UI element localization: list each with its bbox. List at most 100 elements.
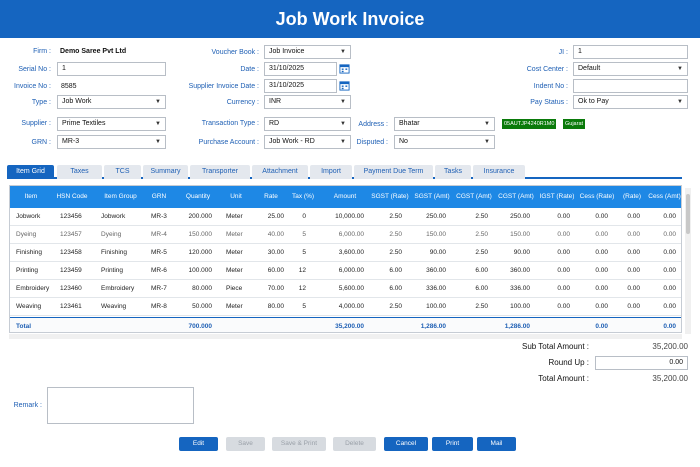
column-header[interactable]: Unit [230, 193, 242, 200]
transaction-type-value: RD [269, 120, 280, 127]
currency-select[interactable]: INR [264, 95, 351, 109]
firm-label: Firm : [33, 48, 51, 55]
serial-no-input[interactable]: 1 [57, 62, 166, 76]
table-row[interactable]: Embroidery 123460 Embroidery MR-7 80.000… [10, 280, 681, 298]
grid-vertical-scrollbar[interactable] [685, 188, 691, 334]
pay-status-select[interactable]: Ok to Pay [573, 95, 688, 109]
cell-hsn: 123460 [60, 285, 82, 292]
indent-no-input[interactable] [573, 79, 688, 93]
scrollbar-thumb[interactable] [686, 194, 690, 234]
column-header[interactable]: IGST (Rate) [539, 193, 575, 200]
calendar-icon[interactable] [339, 63, 350, 74]
cell-item: Finishing [16, 249, 43, 256]
cell-rate-extra: 0.00 [627, 267, 640, 274]
total-quantity: 700.000 [188, 323, 213, 330]
voucher-book-value: Job Invoice [269, 48, 305, 55]
total-cgst-amt: 1,286.00 [504, 323, 530, 330]
supplier-invoice-date-input[interactable]: 31/10/2025 [264, 79, 337, 93]
table-row[interactable]: Jobwork 123456 Jobwork MR-3 200.000 Mete… [10, 208, 681, 226]
cell-tax: 5 [302, 231, 306, 238]
column-header[interactable]: Cess (Rate) [579, 193, 615, 200]
tab-taxes[interactable]: Taxes [57, 165, 102, 179]
column-header[interactable]: SGST (Rate) [371, 193, 409, 200]
grn-value: MR-3 [62, 138, 80, 145]
column-header[interactable]: SGST (Amt) [414, 193, 450, 200]
tab-tasks[interactable]: Tasks [435, 165, 471, 179]
disputed-select[interactable]: No [394, 135, 495, 149]
column-header[interactable]: (Rate) [622, 193, 642, 200]
cell-cess-rate: 0.00 [595, 267, 608, 274]
cell-cgst-rate: 2.50 [475, 249, 488, 256]
tab-import[interactable]: Import [310, 165, 352, 179]
table-row[interactable]: Dyeing 123457 Dyeing MR-4 150.000 Meter … [10, 226, 681, 244]
delete-button[interactable]: Delete [333, 437, 376, 451]
cost-center-label: Cost Center : [526, 66, 568, 73]
save-print-button[interactable]: Save & Print [272, 437, 326, 451]
save-button[interactable]: Save [226, 437, 265, 451]
tab-summary[interactable]: Summary [143, 165, 188, 179]
cell-rate-extra: 0.00 [627, 285, 640, 292]
cell-rate-extra: 0.00 [627, 231, 640, 238]
grn-select[interactable]: MR-3 [57, 135, 166, 149]
date-input[interactable]: 31/10/2025 [264, 62, 337, 76]
round-up-input[interactable]: 0.00 [595, 356, 688, 370]
table-row[interactable]: Weaving 123461 Weaving MR-8 50.000 Meter… [10, 298, 681, 316]
voucher-book-select[interactable]: Job Invoice [264, 45, 351, 59]
table-row[interactable]: Printing 123459 Printing MR-6 100.000 Me… [10, 262, 681, 280]
total-amount: 35,200.00 [335, 323, 364, 330]
tab-tcs[interactable]: TCS [104, 165, 141, 179]
cell-unit: Meter [226, 231, 243, 238]
column-header[interactable]: CGST (Amt) [498, 193, 534, 200]
column-header[interactable]: Quantity [185, 193, 211, 200]
cell-igst-rate: 0.00 [557, 249, 570, 256]
mail-button[interactable]: Mail [477, 437, 516, 451]
cell-item: Printing [16, 267, 39, 274]
cell-amount: 3,600.00 [338, 249, 364, 256]
cell-quantity: 100.000 [188, 267, 213, 274]
calendar-icon[interactable] [339, 80, 350, 91]
grn-label: GRN : [31, 139, 51, 146]
cell-tax: 5 [302, 303, 306, 310]
column-header[interactable]: Item Group [104, 193, 137, 200]
tab-payment-due-term[interactable]: Payment Due Term [354, 165, 433, 179]
cell-cess-amt: 0.00 [663, 213, 676, 220]
grid-horizontal-scrollbar[interactable] [9, 334, 682, 339]
column-header[interactable]: GRN [151, 193, 167, 200]
tab-item-grid[interactable]: Item Grid [7, 165, 54, 179]
address-select[interactable]: Bhatar [394, 117, 495, 131]
column-header[interactable]: Item [24, 193, 38, 200]
firm-value: Demo Saree Pvt Ltd [60, 48, 127, 55]
voucher-book-label: Voucher Book : [211, 49, 259, 56]
cell-rate-extra: 0.00 [627, 303, 640, 310]
column-header[interactable]: Cess (Amt) [648, 193, 681, 200]
column-header[interactable]: Amount [333, 193, 357, 200]
currency-value: INR [269, 98, 282, 105]
cost-center-select[interactable]: Default [573, 62, 688, 76]
transaction-type-select[interactable]: RD [264, 117, 351, 131]
cell-amount: 5,600.00 [338, 285, 364, 292]
ji-input[interactable]: 1 [573, 45, 688, 59]
edit-button[interactable]: Edit [179, 437, 218, 451]
table-row[interactable]: Finishing 123458 Finishing MR-5 120.000 … [10, 244, 681, 262]
column-header[interactable]: Rate [264, 193, 278, 200]
cell-unit: Meter [226, 303, 243, 310]
cell-sgst-amt: 150.00 [426, 231, 446, 238]
tab-insurance[interactable]: Insurance [473, 165, 525, 179]
column-header[interactable]: CGST (Amt) [456, 193, 492, 200]
supplier-select[interactable]: Prime Textiles [57, 117, 166, 131]
type-select[interactable]: Job Work [57, 95, 166, 109]
cancel-button[interactable]: Cancel [384, 437, 428, 451]
cell-sgst-rate: 6.00 [389, 285, 402, 292]
tab-transporter[interactable]: Transporter [190, 165, 250, 179]
disputed-value: No [399, 138, 408, 145]
column-header[interactable]: HSN Code [56, 193, 88, 200]
cell-sgst-amt: 336.00 [426, 285, 446, 292]
column-header[interactable]: Tax (%) [291, 193, 315, 200]
cell-cgst-amt: 150.00 [510, 231, 530, 238]
tab-attachment[interactable]: Attachment [252, 165, 308, 179]
print-button[interactable]: Print [432, 437, 473, 451]
remark-textarea[interactable] [47, 387, 194, 424]
purchase-account-select[interactable]: Job Work - RD [264, 135, 351, 149]
cell-rate: 25.00 [267, 213, 284, 220]
remark-label: Remark : [13, 402, 42, 409]
